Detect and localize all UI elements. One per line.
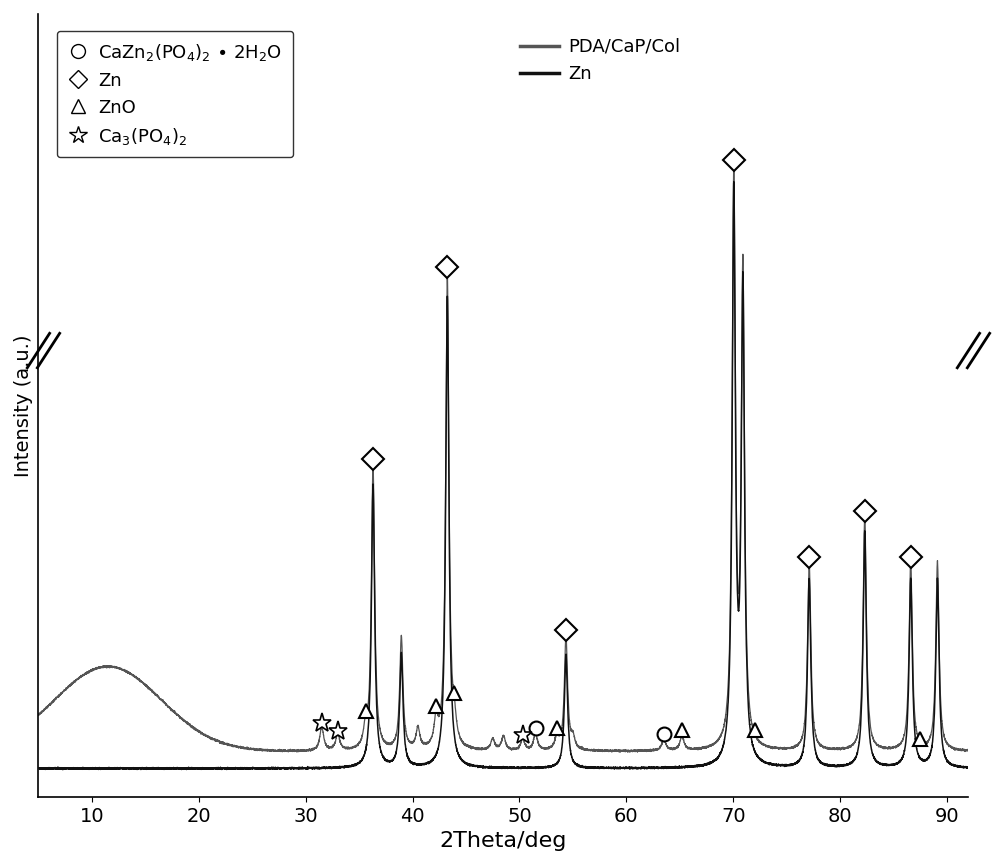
Legend: PDA/CaP/Col, Zn: PDA/CaP/Col, Zn	[512, 31, 688, 90]
Y-axis label: Intensity (a.u.): Intensity (a.u.)	[14, 334, 33, 477]
X-axis label: 2Theta/deg: 2Theta/deg	[440, 831, 567, 851]
